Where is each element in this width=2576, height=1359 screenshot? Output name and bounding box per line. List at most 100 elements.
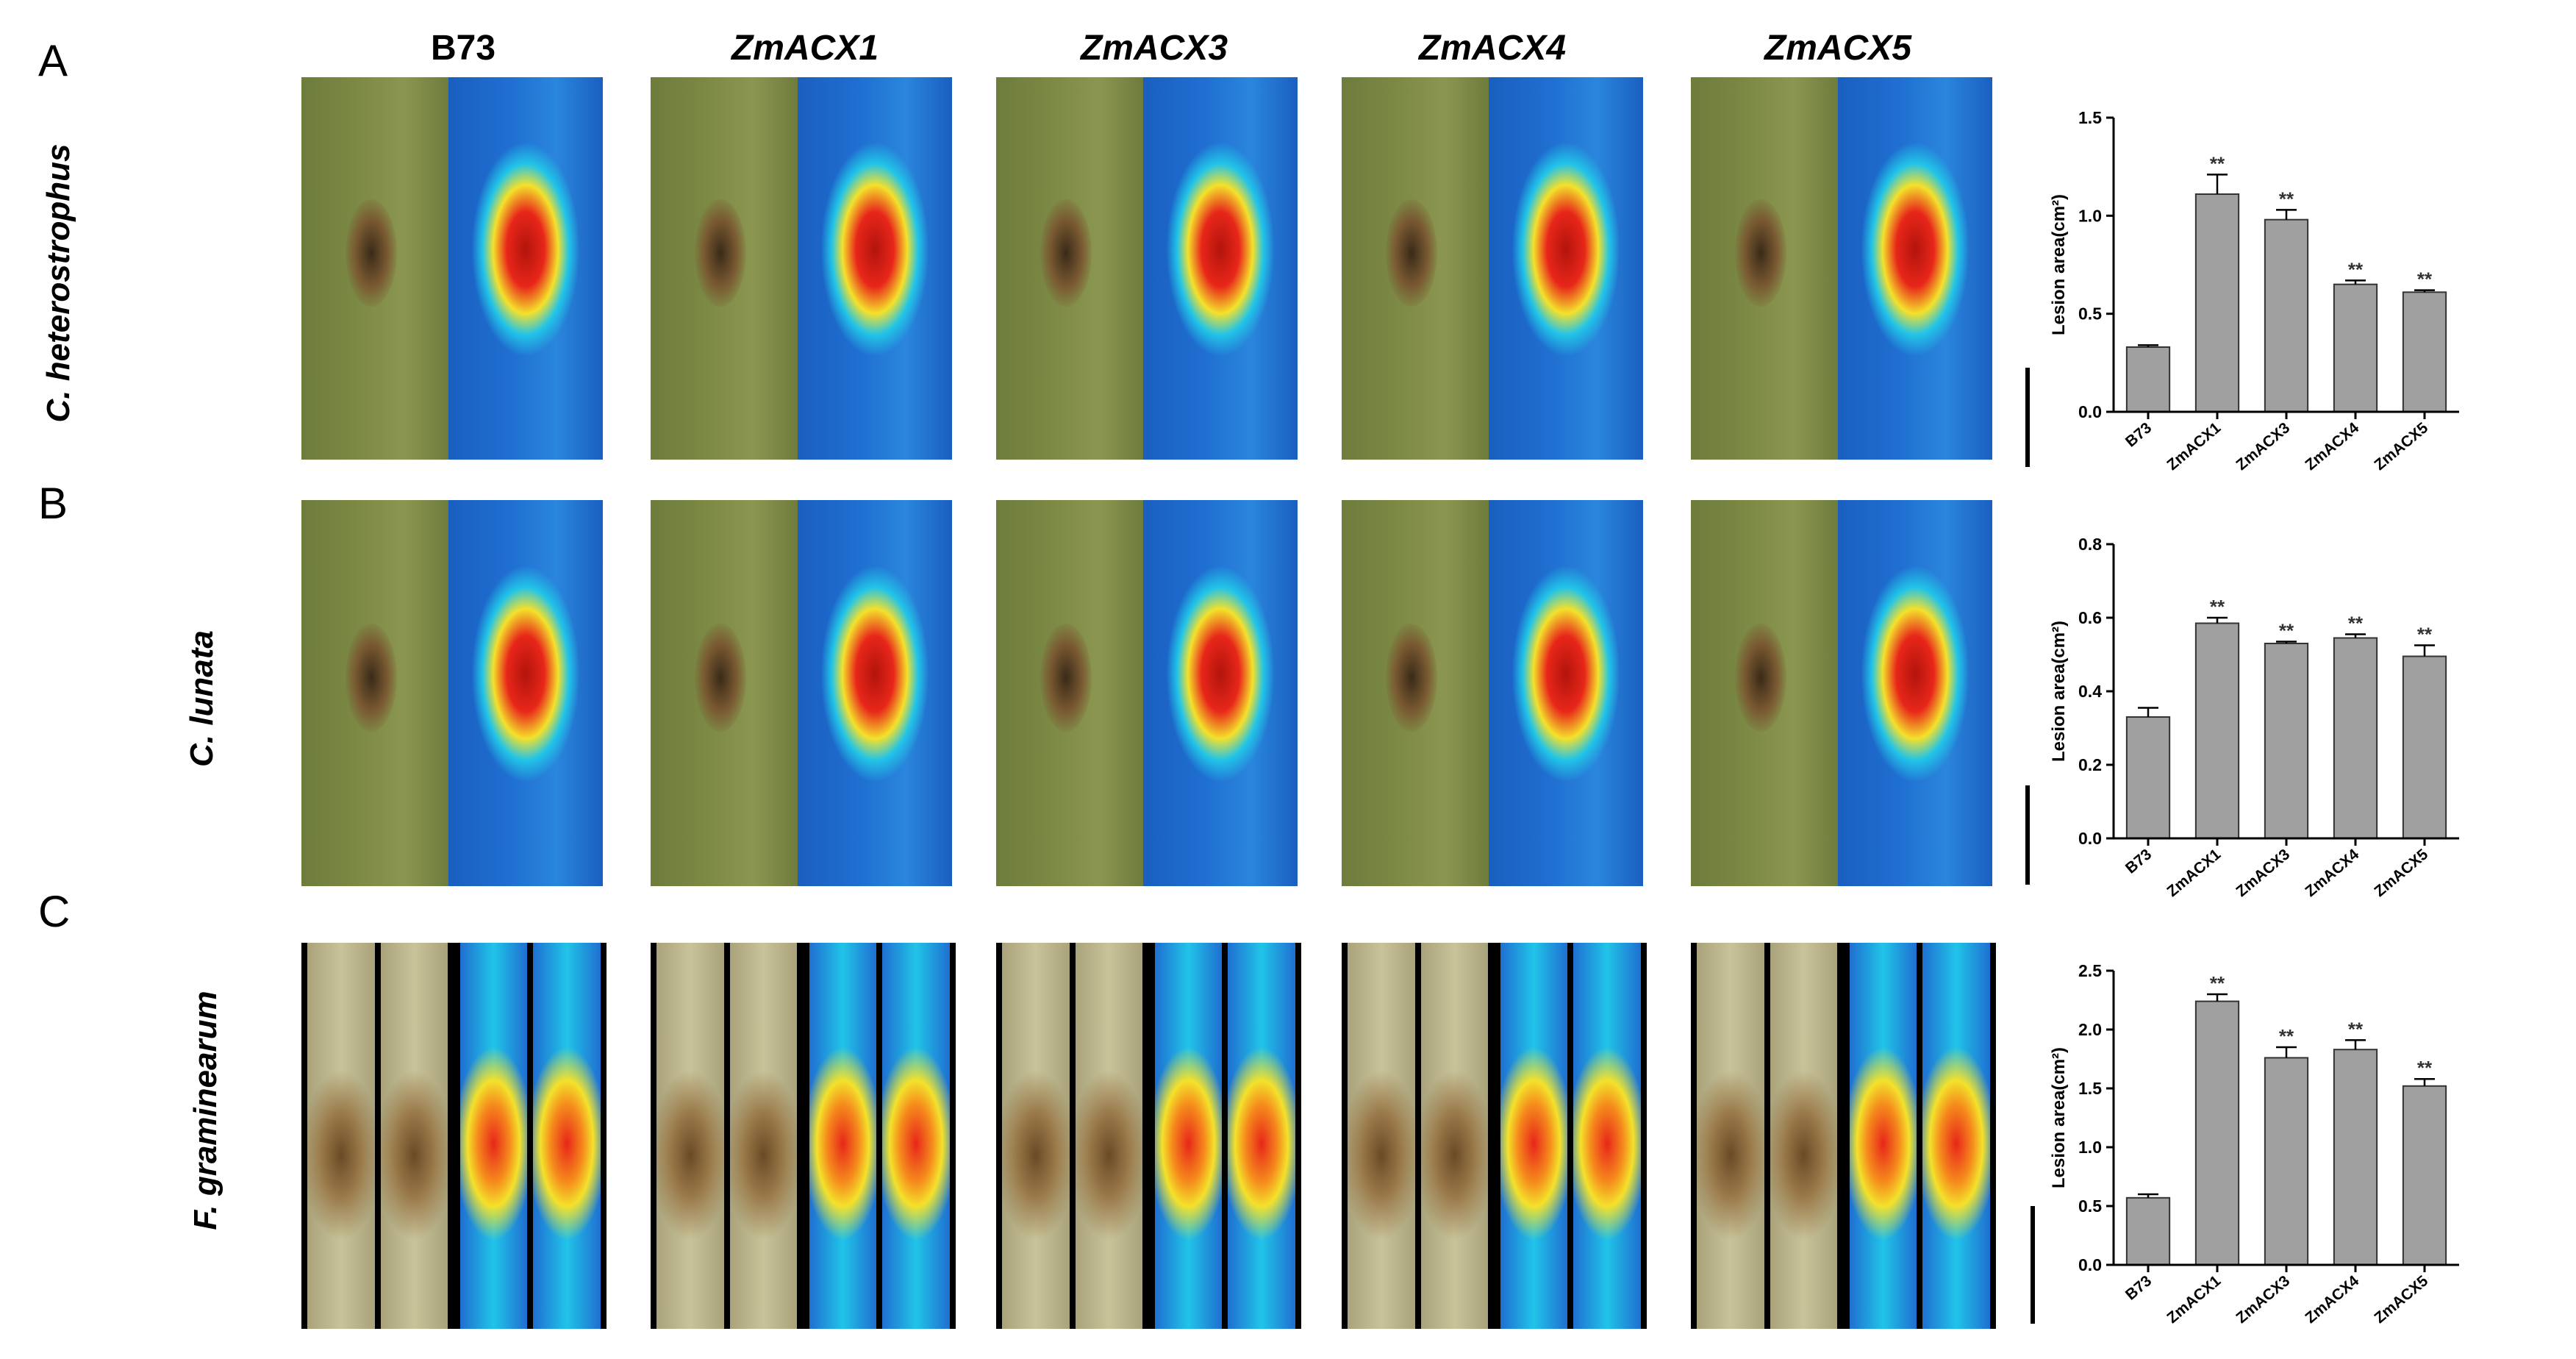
column-label-zmacx5: ZmACX5	[1764, 29, 1912, 68]
stalk-photo-c-4	[1691, 943, 1996, 1329]
chart-0-bar-4	[2402, 291, 2447, 413]
chart-2-significance-2: **	[2279, 1025, 2294, 1047]
heatmap-a-0	[448, 77, 603, 460]
chart-1-ytick-label-3: 0.6	[2078, 608, 2102, 627]
chart-0-bar-2	[2264, 218, 2309, 413]
chart-0-ytick-label-0: 0.0	[2078, 402, 2102, 421]
chart-1-xtick-label-2: ZmACX3	[2233, 846, 2293, 900]
column-label-zmacx1: ZmACX1	[731, 29, 879, 68]
chart-0-ytick-label-2: 1.0	[2078, 206, 2102, 225]
panel-letter-b: B	[38, 479, 68, 528]
stalk-photo-c-3	[1342, 943, 1647, 1329]
chart-1-xtick-label-4: ZmACX5	[2371, 846, 2431, 900]
chart-2-bar-3	[2333, 1049, 2378, 1266]
chart-2-xtick-label-3: ZmACX4	[2302, 1272, 2362, 1327]
chart-2-ylabel: Lesion area(cm²)	[2049, 1047, 2069, 1188]
heatmap-b-1	[798, 500, 952, 886]
leaf-photo-a-3	[1342, 77, 1489, 460]
stalk-photo-c-0	[301, 943, 607, 1329]
bar-chart-c: Lesion area(cm²) 0.0 0.5 1.0 1.5 2.0 2.5 B73 ** Z…	[2049, 961, 2459, 1327]
chart-0-significance-2: **	[2279, 188, 2294, 210]
chart-0-significance-3: **	[2348, 258, 2364, 280]
chart-2-xtick-label-0: B73	[2122, 1272, 2155, 1303]
chart-1-bar-4	[2402, 655, 2447, 839]
chart-1-bar-0	[2125, 716, 2171, 839]
bar-chart-b: Lesion area(cm²) 0.0 0.2 0.4 0.6 0.8 B73 ** ZmAC…	[2049, 535, 2459, 900]
scale-bar-c	[2031, 1206, 2035, 1324]
leaf-photo-a-4	[1691, 77, 1838, 460]
chart-1-xtick-label-1: ZmACX1	[2164, 846, 2224, 900]
heatmap-b-3	[1489, 500, 1643, 886]
chart-1-significance-4: **	[2417, 624, 2433, 646]
chart-2-ytick-label-2: 1.0	[2078, 1138, 2102, 1157]
chart-2-xtick-label-4: ZmACX5	[2371, 1272, 2431, 1327]
heatmap-a-1	[798, 77, 952, 460]
chart-2-xtick-label-1: ZmACX1	[2164, 1272, 2224, 1327]
chart-0-xtick-label-3: ZmACX4	[2302, 419, 2362, 474]
chart-2-ytick-label-0: 0.0	[2078, 1255, 2102, 1274]
chart-0-significance-4: **	[2417, 268, 2433, 290]
leaf-photo-b-3	[1342, 500, 1489, 886]
chart-0-ytick-label-1: 0.5	[2078, 304, 2102, 324]
heatmap-b-2	[1143, 500, 1298, 886]
chart-1-ytick-label-1: 0.2	[2078, 755, 2102, 774]
chart-2-ytick-label-5: 2.5	[2078, 961, 2102, 980]
heatmap-a-2	[1143, 77, 1298, 460]
chart-1-xtick-label-3: ZmACX4	[2302, 846, 2362, 900]
chart-0-ytick-label-3: 1.5	[2078, 108, 2102, 127]
chart-1-ytick-label-2: 0.4	[2078, 682, 2102, 701]
scale-bar-b	[2025, 785, 2030, 885]
chart-0-xtick-label-1: ZmACX1	[2164, 419, 2224, 474]
chart-2-bar-2	[2264, 1057, 2309, 1266]
heatmap-b-0	[448, 500, 603, 886]
chart-1-significance-2: **	[2279, 620, 2294, 642]
chart-1-ylabel: Lesion area(cm²)	[2049, 621, 2069, 762]
chart-0-xtick-label-4: ZmACX5	[2371, 419, 2431, 474]
chart-2-ytick-label-4: 2.0	[2078, 1020, 2102, 1039]
heatmap-a-3	[1489, 77, 1643, 460]
chart-1-bar-3	[2333, 637, 2378, 839]
column-label-zmacx4: ZmACX4	[1418, 29, 1567, 68]
chart-2-xtick-label-2: ZmACX3	[2233, 1272, 2293, 1327]
chart-2-bar-4	[2402, 1085, 2447, 1266]
leaf-photo-b-2	[996, 500, 1143, 886]
chart-1-xtick-label-0: B73	[2122, 846, 2155, 877]
leaf-photo-b-0	[301, 500, 448, 886]
panel-letter-a: A	[38, 36, 68, 85]
row-label-c-lunata: C. lunata	[184, 630, 220, 767]
leaf-photo-a-1	[651, 77, 798, 460]
chart-0-xtick-label-2: ZmACX3	[2233, 419, 2293, 474]
leaf-photo-a-0	[301, 77, 448, 460]
column-label-zmacx3: ZmACX3	[1080, 29, 1228, 68]
chart-2-ytick-label-3: 1.5	[2078, 1079, 2102, 1098]
bar-chart-a: Lesion area(cm²) 0.0 0.5 1.0 1.5 B73 ** ZmACX1 *…	[2049, 108, 2459, 474]
chart-2-significance-4: **	[2417, 1057, 2433, 1079]
chart-2-significance-3: **	[2348, 1018, 2364, 1040]
chart-0-bar-0	[2125, 346, 2171, 413]
panel-letter-c: C	[38, 887, 71, 936]
leaf-photo-b-4	[1691, 500, 1838, 886]
chart-1-ytick-label-4: 0.8	[2078, 535, 2102, 554]
row-label-f-graminearum: F. graminearum	[187, 991, 223, 1230]
leaf-photo-b-1	[651, 500, 798, 886]
chart-2-significance-1: **	[2210, 972, 2225, 994]
chart-1-ytick-label-0: 0.0	[2078, 829, 2102, 848]
column-label-b73: B73	[430, 29, 496, 68]
heatmap-a-4	[1838, 77, 1992, 460]
chart-2-bar-1	[2194, 1000, 2240, 1266]
chart-1-bar-1	[2194, 622, 2240, 839]
chart-1-significance-3: **	[2348, 613, 2364, 635]
heatmap-b-4	[1838, 500, 1992, 886]
stalk-photo-c-1	[651, 943, 956, 1329]
row-label-c-heterostrophus: C. heterostrophus	[40, 143, 76, 423]
chart-0-significance-1: **	[2210, 152, 2225, 174]
chart-0-bar-1	[2194, 193, 2240, 413]
chart-1-significance-1: **	[2210, 596, 2225, 618]
chart-0-xtick-label-0: B73	[2122, 419, 2155, 450]
leaf-photo-a-2	[996, 77, 1143, 460]
chart-0-ylabel: Lesion area(cm²)	[2049, 194, 2069, 335]
chart-2-bar-0	[2125, 1196, 2171, 1266]
stalk-photo-c-2	[996, 943, 1301, 1329]
chart-0-bar-3	[2333, 283, 2378, 413]
chart-2-ytick-label-1: 0.5	[2078, 1196, 2102, 1216]
